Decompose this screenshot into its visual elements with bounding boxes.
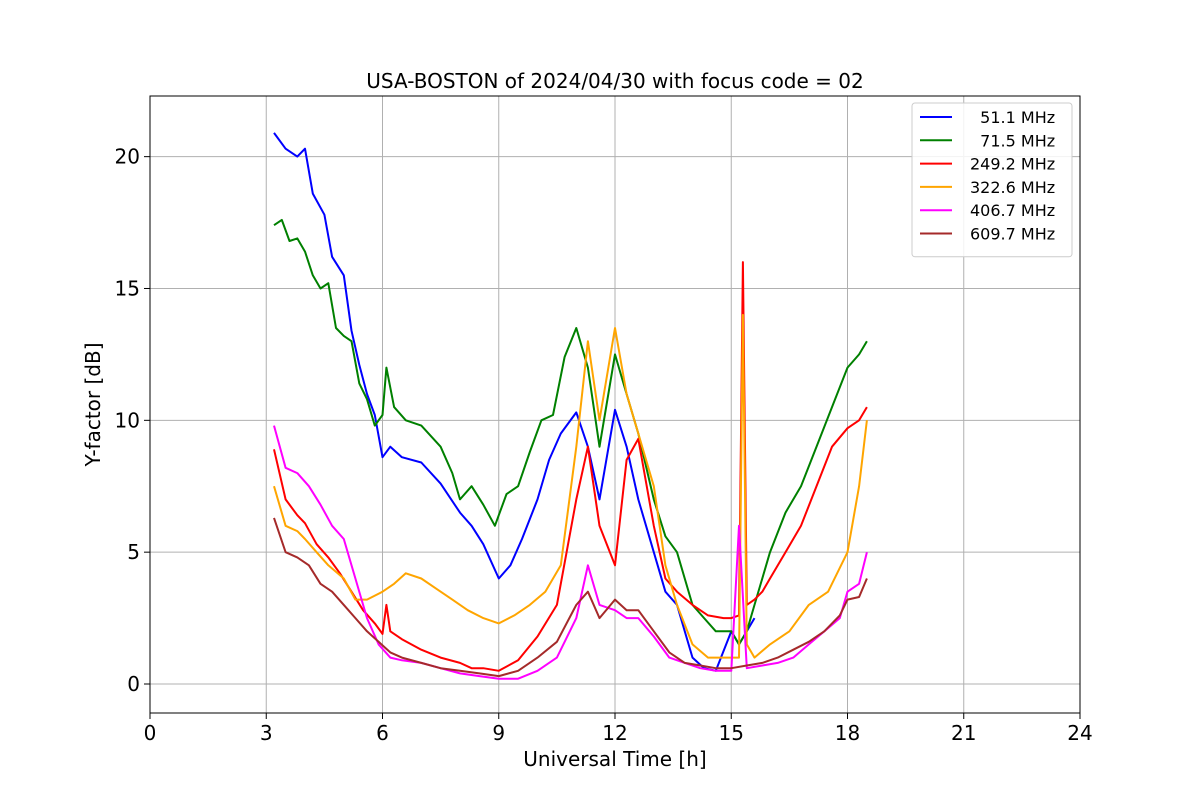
x-tick-label: 0 bbox=[144, 721, 157, 745]
x-tick-label: 21 bbox=[951, 721, 976, 745]
tick-layer: 0 3 6 9 12 15 18 21 24 0 5 10 15 20 bbox=[115, 145, 1093, 745]
legend-label-71-5-mhz: 71.5 MHz bbox=[970, 131, 1055, 150]
series-line-609-7-mhz bbox=[273, 517, 868, 678]
y-tick-label: 10 bbox=[115, 408, 140, 432]
x-tick-label: 15 bbox=[719, 721, 744, 745]
chart-title: USA-BOSTON of 2024/04/30 with focus code… bbox=[366, 69, 863, 93]
series-line-249-2-mhz bbox=[273, 261, 868, 672]
y-axis-label: Y-factor [dB] bbox=[81, 342, 105, 467]
series-layer bbox=[273, 132, 868, 680]
x-tick-label: 9 bbox=[492, 721, 505, 745]
y-tick-label: 0 bbox=[127, 672, 140, 696]
x-tick-label: 24 bbox=[1067, 721, 1092, 745]
x-tick-label: 12 bbox=[602, 721, 627, 745]
legend-box bbox=[911, 102, 1073, 258]
series-line-406-7-mhz bbox=[273, 425, 868, 680]
x-tick-label: 18 bbox=[835, 721, 860, 745]
legend-label-249-2-mhz: 249.2 MHz bbox=[970, 155, 1055, 174]
y-tick-label: 20 bbox=[115, 145, 140, 169]
legend-label-609-7-mhz: 609.7 MHz bbox=[970, 225, 1055, 244]
legend-label-406-7-mhz: 406.7 MHz bbox=[970, 201, 1055, 220]
legend: 51.1 MHz 71.5 MHz 249.2 MHz 322.6 MHz 406.7… bbox=[911, 102, 1073, 258]
x-tick-label: 3 bbox=[260, 721, 273, 745]
x-tick-label: 6 bbox=[376, 721, 389, 745]
y-tick-label: 5 bbox=[127, 540, 140, 564]
y-tick-label: 15 bbox=[115, 276, 140, 300]
legend-label-322-6-mhz: 322.6 MHz bbox=[970, 178, 1055, 197]
series-line-322-6-mhz bbox=[273, 313, 868, 659]
x-axis-label: Universal Time [h] bbox=[523, 747, 706, 771]
legend-label-51-1-mhz: 51.1 MHz bbox=[970, 108, 1055, 127]
